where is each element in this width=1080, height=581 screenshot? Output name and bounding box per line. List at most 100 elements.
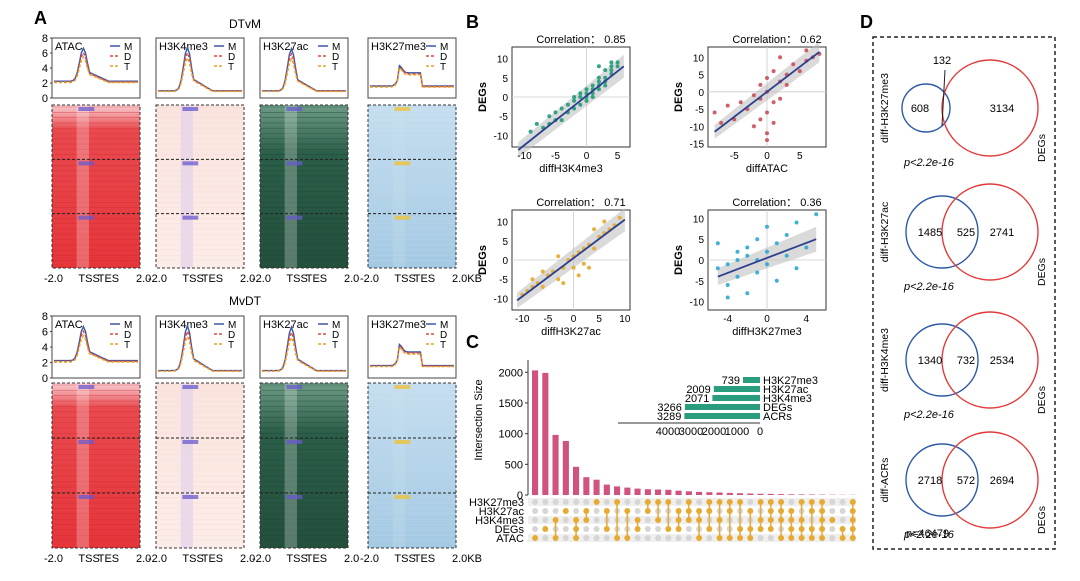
scatter-point bbox=[585, 99, 589, 103]
upset-dot bbox=[706, 535, 712, 541]
upset-dot bbox=[542, 517, 548, 523]
scatter-point bbox=[535, 122, 539, 126]
scatter-point bbox=[577, 273, 581, 277]
x-tick-left: -2.0 bbox=[360, 273, 379, 285]
upset-dot bbox=[583, 535, 589, 541]
profile-y-tick: 4 bbox=[42, 63, 48, 75]
panel-a-bottom-title: MvDT bbox=[229, 294, 262, 308]
upset-dot bbox=[635, 535, 641, 541]
scatter-point bbox=[716, 266, 720, 270]
scatter-point bbox=[791, 62, 795, 66]
profile-mark-label: ATAC bbox=[55, 319, 83, 331]
scatter-point bbox=[745, 246, 749, 250]
venn-p-value: p<2.2e-16 bbox=[903, 157, 955, 169]
set-size-value: 3289 bbox=[657, 411, 681, 423]
heatmap-h3k27ac-dtvm bbox=[260, 105, 348, 268]
scatter-point bbox=[616, 60, 620, 64]
venn-overlap-count: 732 bbox=[957, 355, 975, 367]
x-tick-tss: TSS bbox=[182, 553, 203, 565]
upset-dot bbox=[542, 526, 548, 532]
upset-dot bbox=[829, 499, 835, 505]
scatter-point bbox=[578, 91, 582, 95]
profile-y-tick: 4 bbox=[42, 342, 48, 354]
set-size-bar bbox=[712, 395, 760, 401]
scatter-point bbox=[597, 64, 601, 68]
scatter-point bbox=[765, 138, 769, 142]
intersection-bar bbox=[604, 485, 610, 495]
intersection-bar bbox=[553, 435, 559, 495]
upset-dot bbox=[553, 508, 559, 514]
venn-right-count: 2741 bbox=[990, 227, 1014, 239]
scatter-x-label: diffH3K4me3 bbox=[539, 163, 602, 175]
x-tick-tss: TSS bbox=[286, 553, 307, 565]
scatter-point bbox=[785, 83, 789, 87]
upset-dot bbox=[594, 526, 600, 532]
scatter-point bbox=[739, 100, 743, 104]
scatter-point bbox=[765, 131, 769, 135]
intersection-bar bbox=[594, 480, 600, 495]
scatter-y-tick: -5 bbox=[499, 275, 508, 286]
panel-c-letter: C bbox=[466, 332, 479, 352]
scatter-point bbox=[736, 258, 740, 262]
scatter-point bbox=[603, 68, 607, 72]
upset-dot bbox=[573, 508, 579, 514]
venn-overlap-count: 132 bbox=[933, 55, 951, 67]
scatter-point bbox=[554, 110, 558, 114]
panel-d-letter: D bbox=[860, 12, 873, 32]
upset-dot bbox=[696, 499, 702, 505]
upset-dot bbox=[645, 517, 651, 523]
profile-y-tick: 8 bbox=[42, 33, 48, 45]
venn-set-label: diff-H3K27ac bbox=[879, 202, 891, 263]
upset-dot bbox=[624, 499, 630, 505]
upset-dot bbox=[829, 508, 835, 514]
scatter-point bbox=[597, 76, 601, 80]
scatter-point bbox=[772, 100, 776, 104]
scatter-y-tick: 0 bbox=[698, 88, 704, 99]
scatter-point bbox=[798, 69, 802, 73]
scatter-point bbox=[778, 97, 782, 101]
scatter-y-tick: -10 bbox=[690, 122, 705, 133]
scatter-point bbox=[719, 121, 723, 125]
upset-dot bbox=[583, 526, 589, 532]
upset-dot bbox=[829, 517, 835, 523]
scatter-point bbox=[556, 254, 560, 258]
scatter-point bbox=[745, 254, 749, 258]
set-size-tick: 2000 bbox=[702, 426, 726, 438]
x-tick-tss: TSS bbox=[182, 273, 203, 285]
x-tick-tes: TES bbox=[414, 273, 435, 285]
intersection-bar bbox=[809, 495, 815, 496]
scatter-point bbox=[592, 227, 596, 231]
upset-dot bbox=[542, 499, 548, 505]
intersection-bar bbox=[614, 486, 620, 495]
upset-dot bbox=[532, 535, 538, 541]
profile-y-tick: 6 bbox=[42, 48, 48, 60]
scatter-point bbox=[775, 279, 779, 283]
x-tick-tes: TES bbox=[202, 273, 223, 285]
scatter-point bbox=[541, 270, 545, 274]
x-tick-tes: TES bbox=[306, 273, 327, 285]
upset-dot bbox=[676, 535, 682, 541]
scatter-point bbox=[736, 250, 740, 254]
heatmap-h3k27ac-mvdt bbox=[260, 383, 348, 548]
intersection-bar bbox=[768, 494, 774, 495]
upset-y-tick: 1500 bbox=[499, 398, 523, 410]
upset-dot bbox=[635, 508, 641, 514]
scatter-x-tick: 10 bbox=[619, 314, 631, 325]
scatter-x-tick: 5 bbox=[797, 151, 803, 162]
x-tick-left: -2.0 bbox=[252, 273, 271, 285]
panel-d-dashed-box bbox=[873, 37, 1055, 549]
scatter-point bbox=[758, 117, 762, 121]
x-tick-tss: TSS bbox=[78, 273, 99, 285]
scatter-y-tick: 0 bbox=[698, 256, 704, 267]
scatter-x-tick: -10 bbox=[515, 314, 530, 325]
x-tick-tes: TES bbox=[306, 553, 327, 565]
scatter-x-tick: -4 bbox=[723, 314, 732, 325]
scatter-point bbox=[578, 103, 582, 107]
